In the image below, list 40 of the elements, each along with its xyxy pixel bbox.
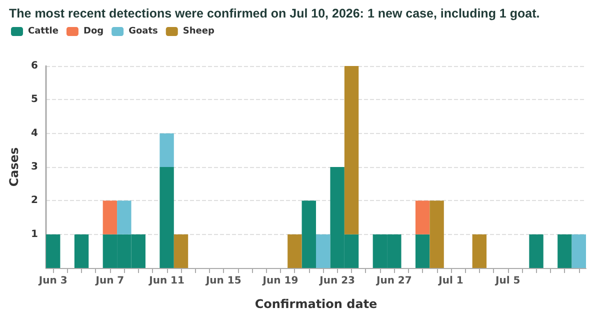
y-tick-label: 1	[31, 228, 38, 240]
y-tick-label: 4	[31, 128, 38, 139]
x-axis-title: Confirmation date	[254, 297, 378, 311]
y-tick-label: 5	[31, 94, 38, 106]
legend-label: Sheep	[182, 26, 215, 36]
x-tick-label: Jun 15	[204, 276, 242, 286]
bar	[344, 66, 359, 234]
legend-label: Dog	[83, 26, 104, 36]
bar	[74, 234, 89, 268]
bar	[415, 200, 430, 234]
bar	[472, 234, 487, 268]
bar	[558, 234, 572, 268]
x-tick-label: Jun 19	[262, 276, 298, 286]
bar	[46, 234, 60, 268]
x-tick-label: Jun 27	[375, 276, 412, 286]
bar	[302, 200, 316, 268]
y-tick-label: 6	[31, 60, 38, 72]
y-tick-label: 2	[31, 195, 38, 206]
bar	[160, 167, 174, 268]
x-tick-label: Jul 5	[494, 276, 520, 286]
bar	[160, 133, 174, 167]
bar	[415, 234, 430, 268]
bar	[288, 234, 302, 268]
x-tick-label: Jun 23	[318, 276, 356, 286]
bar	[174, 234, 188, 268]
x-tick-label: Jun 11	[148, 276, 185, 286]
x-tick-label: Jul 1	[438, 276, 464, 286]
bar	[102, 200, 118, 234]
legend-label: Goats	[128, 26, 158, 36]
bar	[316, 234, 330, 268]
chart-title: The most recent detections were confirmed on Jul 10, 2026: 1 new case, including 1 goat.	[9, 6, 540, 20]
y-tick-label: 3	[31, 162, 38, 172]
bar	[430, 200, 444, 268]
bar	[117, 200, 132, 234]
y-axis-title: Cases	[7, 147, 21, 187]
bar	[572, 234, 586, 268]
legend-label: Cattle	[28, 26, 58, 36]
x-tick-label: Jun 7	[94, 276, 124, 286]
x-tick-label: Jun 3	[38, 276, 68, 286]
bar	[529, 234, 544, 268]
